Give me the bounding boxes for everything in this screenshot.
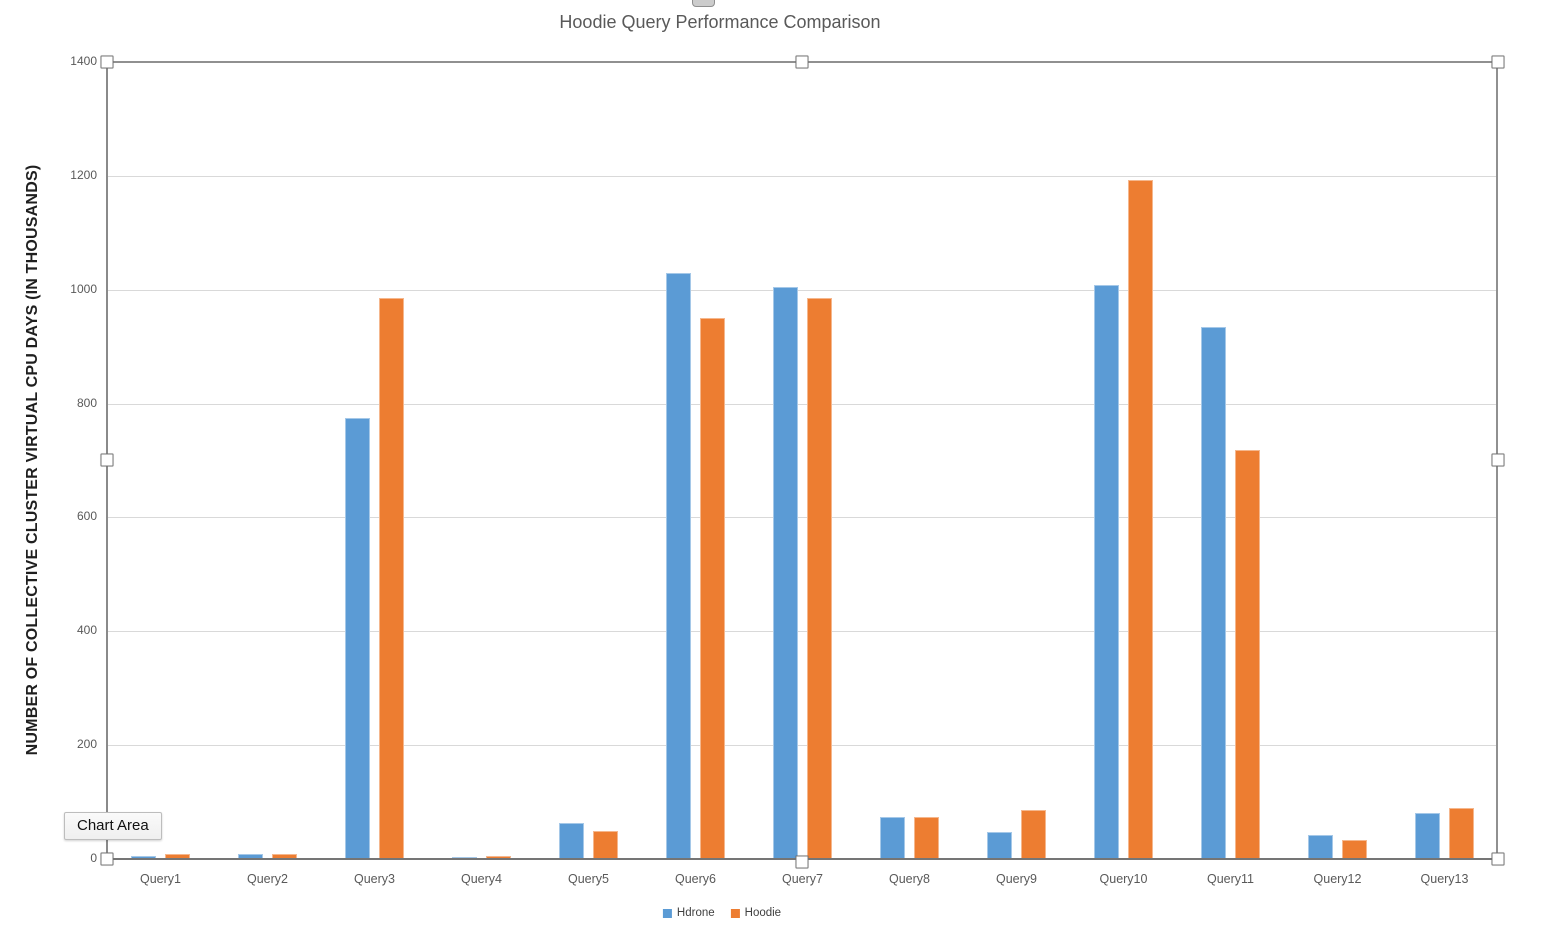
selection-handle[interactable] — [1491, 453, 1505, 467]
legend-label: Hoodie — [744, 907, 782, 919]
bar-hoodie-query12[interactable] — [1342, 840, 1367, 859]
x-axis-label: Query3 — [354, 872, 395, 886]
gridline — [107, 631, 1498, 633]
bar-hdrone-query7[interactable] — [773, 286, 798, 859]
x-axis-label: Query10 — [1099, 872, 1148, 886]
chart-area-tooltip: Chart Area — [64, 812, 162, 840]
selection-handle[interactable] — [100, 852, 114, 866]
x-axis-label: Query12 — [1313, 872, 1362, 886]
bar-hoodie-query10[interactable] — [1128, 179, 1153, 859]
bar-hdrone-query4[interactable] — [452, 856, 477, 859]
bar-hoodie-query2[interactable] — [272, 854, 297, 859]
x-axis-label: Query11 — [1206, 872, 1254, 886]
chart-title[interactable]: Hoodie Query Performance Comparison — [559, 12, 881, 32]
bar-hoodie-query1[interactable] — [165, 854, 190, 859]
x-axis-label: Query13 — [1420, 872, 1469, 886]
selection-handle[interactable] — [100, 55, 114, 69]
gridline — [107, 289, 1498, 291]
y-tick-label: 1200 — [70, 167, 97, 182]
legend-swatch-hoodie — [730, 908, 740, 918]
bar-hdrone-query5[interactable] — [559, 823, 584, 859]
x-axis-label: Query9 — [996, 872, 1037, 886]
gridline — [107, 517, 1498, 519]
y-tick-label: 800 — [76, 395, 97, 410]
bar-hdrone-query8[interactable] — [880, 817, 905, 859]
selection-handle[interactable] — [795, 855, 809, 869]
y-tick-label: 600 — [76, 509, 97, 524]
bar-hdrone-query12[interactable] — [1308, 835, 1333, 859]
legend-item-hdrone[interactable]: Hdrone — [662, 907, 715, 919]
y-tick-label: 1000 — [70, 281, 97, 296]
legend-label: Hdrone — [676, 907, 715, 919]
y-tick-label: 1400 — [70, 54, 97, 68]
bar-hoodie-query11[interactable] — [1235, 450, 1260, 859]
bar-hoodie-query4[interactable] — [486, 856, 511, 859]
legend-swatch-hdrone — [662, 908, 672, 918]
bar-hoodie-query5[interactable] — [593, 830, 618, 859]
y-tick-label: 400 — [76, 623, 97, 638]
bar-hoodie-query3[interactable] — [379, 298, 404, 859]
window-edge-artifact — [692, 0, 715, 7]
bar-hdrone-query1[interactable] — [131, 856, 156, 859]
plot-area[interactable] — [107, 62, 1498, 859]
gridline — [107, 403, 1498, 405]
bar-hoodie-query8[interactable] — [914, 816, 939, 859]
bar-hdrone-query9[interactable] — [987, 831, 1012, 859]
bar-hdrone-query6[interactable] — [666, 272, 691, 859]
legend-item-hoodie[interactable]: Hoodie — [730, 907, 782, 919]
x-axis-label: Query1 — [140, 872, 181, 886]
bar-hoodie-query7[interactable] — [807, 298, 832, 859]
x-axis-label: Query4 — [461, 872, 502, 886]
selection-handle[interactable] — [795, 55, 809, 69]
selection-handle[interactable] — [1491, 852, 1505, 866]
bar-hdrone-query2[interactable] — [238, 854, 263, 859]
bar-hoodie-query6[interactable] — [700, 318, 725, 859]
selection-handle[interactable] — [100, 453, 114, 467]
bar-hdrone-query3[interactable] — [345, 417, 370, 859]
chart-legend: Hdrone Hoodie — [662, 907, 782, 919]
bar-hoodie-query13[interactable] — [1449, 807, 1474, 859]
x-axis-label: Query8 — [889, 872, 930, 886]
gridline — [107, 175, 1498, 177]
y-tick-label: 200 — [76, 737, 97, 752]
bar-hdrone-query10[interactable] — [1094, 285, 1119, 859]
bar-hoodie-query9[interactable] — [1021, 810, 1046, 859]
x-axis-label: Query5 — [568, 872, 609, 886]
bar-hdrone-query11[interactable] — [1201, 326, 1226, 859]
bar-hdrone-query13[interactable] — [1415, 812, 1440, 859]
x-axis-label: Query7 — [782, 872, 823, 886]
x-axis-label: Query2 — [247, 872, 288, 886]
gridline — [107, 745, 1498, 747]
y-axis-title[interactable]: NUMBER OF COLLECTIVE CLUSTER VIRTUAL CPU… — [24, 164, 41, 756]
y-tick-label: 0 — [90, 851, 97, 865]
selection-handle[interactable] — [1491, 55, 1505, 69]
x-axis-label: Query6 — [675, 872, 716, 886]
